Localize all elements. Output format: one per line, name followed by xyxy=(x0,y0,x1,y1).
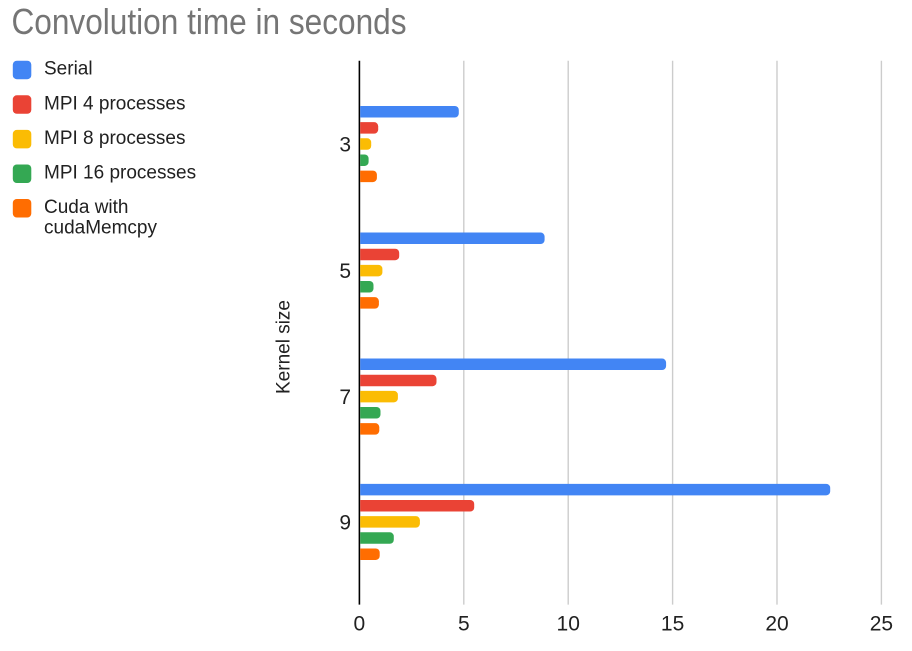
svg-text:cudaMemcpy: cudaMemcpy xyxy=(44,217,157,238)
svg-text:25: 25 xyxy=(870,613,893,636)
svg-text:MPI 16 processes: MPI 16 processes xyxy=(44,163,196,184)
svg-text:Kernel size: Kernel size xyxy=(273,300,294,394)
svg-text:5: 5 xyxy=(458,613,470,636)
svg-text:7: 7 xyxy=(339,386,351,409)
svg-text:Serial: Serial xyxy=(44,59,93,80)
svg-text:15: 15 xyxy=(661,613,684,636)
svg-text:Cuda with: Cuda with xyxy=(44,197,129,218)
svg-text:3: 3 xyxy=(339,134,351,157)
svg-text:Convolution time in seconds: Convolution time in seconds xyxy=(12,1,407,42)
svg-text:20: 20 xyxy=(765,613,788,636)
svg-text:10: 10 xyxy=(557,613,580,636)
svg-text:5: 5 xyxy=(339,260,351,283)
svg-text:9: 9 xyxy=(339,511,351,534)
svg-text:0: 0 xyxy=(354,613,366,636)
svg-text:MPI 8 processes: MPI 8 processes xyxy=(44,128,186,149)
svg-text:MPI 4 processes: MPI 4 processes xyxy=(44,93,186,114)
